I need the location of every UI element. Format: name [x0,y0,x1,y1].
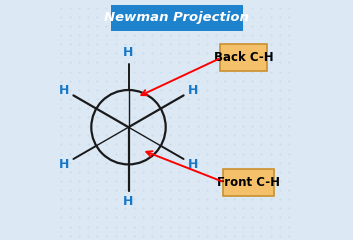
Text: H: H [59,158,69,171]
Text: H: H [123,195,134,208]
Text: H: H [188,158,198,171]
FancyBboxPatch shape [223,169,274,196]
Text: H: H [188,84,198,96]
FancyBboxPatch shape [220,44,267,71]
Text: H: H [123,46,134,59]
FancyBboxPatch shape [110,5,243,31]
Text: Newman Projection: Newman Projection [104,12,249,24]
Text: Back C-H: Back C-H [214,51,274,64]
Text: Front C-H: Front C-H [217,176,280,189]
Text: H: H [59,84,69,96]
